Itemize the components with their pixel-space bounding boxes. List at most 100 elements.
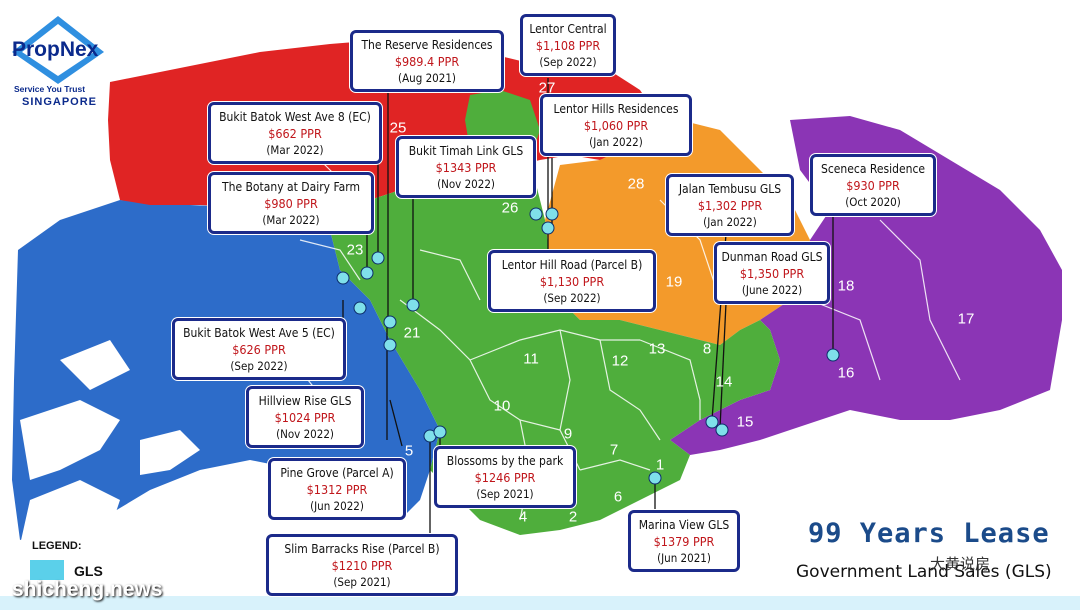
callout-lentor-hill-road[interactable]: Lentor Hill Road (Parcel B) $1,130 PPR (… — [488, 250, 656, 312]
callout-date: (Sep 2021) — [333, 575, 391, 589]
district-label: 25 — [389, 119, 407, 137]
callout-price: $1,302 PPR — [697, 198, 763, 213]
callout-reserve-residences[interactable]: The Reserve Residences $989.4 PPR (Aug 2… — [350, 30, 504, 92]
gls-pin[interactable] — [371, 251, 385, 265]
callout-price: $980 PPR — [264, 196, 318, 211]
gls-pin[interactable] — [545, 207, 559, 221]
gls-pin[interactable] — [336, 271, 350, 285]
gls-pin[interactable] — [529, 207, 543, 221]
district-label: 11 — [523, 350, 539, 368]
callout-sceneca-residence[interactable]: Sceneca Residence $930 PPR (Oct 2020) — [810, 154, 936, 216]
callout-name: Marina View GLS — [638, 518, 730, 532]
callout-price: $1379 PPR — [653, 534, 715, 549]
gls-pin[interactable] — [406, 298, 420, 312]
gls-pin[interactable] — [705, 415, 719, 429]
district-label: 6 — [613, 488, 623, 506]
callout-name: Bukit Batok West Ave 8 (EC) — [219, 110, 371, 124]
callout-name: Sceneca Residence — [820, 162, 926, 176]
legend-item-gls: GLS — [74, 563, 103, 579]
callout-date: (Jan 2022) — [703, 215, 757, 229]
district-label: 19 — [665, 273, 683, 291]
district-label: 14 — [715, 373, 733, 391]
legend-title: LEGEND: — [32, 540, 82, 552]
callout-price: $1,350 PPR — [739, 266, 805, 281]
callout-date: (Oct 2020) — [845, 195, 901, 209]
gls-pin[interactable] — [360, 266, 374, 280]
callout-price: $1246 PPR — [474, 470, 536, 485]
logo-country: SINGAPORE — [22, 96, 98, 108]
callout-bukit-batok-ave8[interactable]: Bukit Batok West Ave 8 (EC) $662 PPR (Ma… — [208, 102, 382, 164]
callout-price: $1312 PPR — [306, 482, 368, 497]
callout-name: Dunman Road GLS — [721, 250, 823, 264]
callout-price: $1024 PPR — [274, 410, 336, 425]
callout-jalan-tembusu[interactable]: Jalan Tembusu GLS $1,302 PPR (Jan 2022) — [666, 174, 794, 236]
callout-date: (Aug 2021) — [398, 71, 456, 85]
callout-price: $1,108 PPR — [535, 38, 601, 53]
callout-lentor-central[interactable]: Lentor Central $1,108 PPR (Sep 2022) — [520, 14, 616, 76]
callout-date: (Sep 2022) — [543, 291, 601, 305]
callout-lentor-hills[interactable]: Lentor Hills Residences $1,060 PPR (Jan … — [540, 94, 692, 156]
legend-swatch — [30, 560, 64, 580]
gls-pin[interactable] — [383, 338, 397, 352]
callout-price: $1210 PPR — [331, 558, 393, 573]
callout-price: $930 PPR — [846, 178, 900, 193]
callout-price: $1,130 PPR — [539, 274, 605, 289]
gls-pin[interactable] — [383, 315, 397, 329]
east-region — [670, 116, 1062, 455]
gls-pin[interactable] — [541, 221, 555, 235]
callout-date: (Mar 2022) — [266, 143, 324, 157]
district-label: 1 — [655, 456, 665, 474]
gls-pin[interactable] — [648, 471, 662, 485]
callout-price: $1,060 PPR — [583, 118, 649, 133]
callout-price: $662 PPR — [268, 126, 322, 141]
district-label: 16 — [837, 364, 855, 382]
logo-tagline: Service You Trust — [14, 84, 86, 94]
logo-name: PropNex — [12, 38, 99, 61]
callout-name: Lentor Central — [529, 22, 607, 36]
callout-date: (Jun 2021) — [657, 551, 711, 565]
callout-bukit-batok-ave5[interactable]: Bukit Batok West Ave 5 (EC) $626 PPR (Se… — [172, 318, 346, 380]
callout-name: Lentor Hills Residences — [553, 102, 679, 116]
callout-name: Bukit Batok West Ave 5 (EC) — [183, 326, 335, 340]
callout-name: Pine Grove (Parcel A) — [280, 466, 394, 480]
callout-bukit-timah-link[interactable]: Bukit Timah Link GLS $1343 PPR (Nov 2022… — [396, 136, 536, 198]
callout-date: (Sep 2021) — [476, 487, 534, 501]
callout-date: (Sep 2022) — [230, 359, 288, 373]
callout-date: (Nov 2022) — [276, 427, 334, 441]
callout-blossoms-by-the-park[interactable]: Blossoms by the park $1246 PPR (Sep 2021… — [434, 446, 576, 508]
central-region — [330, 90, 780, 535]
callout-name: Blossoms by the park — [446, 454, 564, 468]
callout-hillview-rise[interactable]: Hillview Rise GLS $1024 PPR (Nov 2022) — [246, 386, 364, 448]
callout-date: (Mar 2022) — [262, 213, 320, 227]
callout-price: $989.4 PPR — [394, 54, 460, 69]
gls-subtitle: Government Land Sales (GLS) — [796, 562, 1052, 582]
logo-diamond-icon — [12, 16, 104, 84]
gls-pin[interactable] — [433, 425, 447, 439]
district-label: 7 — [609, 441, 619, 459]
district-label: 8 — [702, 340, 712, 358]
callout-date: (Jun 2022) — [310, 499, 364, 513]
district-label: 26 — [501, 199, 519, 217]
district-label: 21 — [403, 324, 421, 342]
district-label: 9 — [563, 425, 573, 443]
gls-pin[interactable] — [715, 423, 729, 437]
callout-slim-barracks-rise[interactable]: Slim Barracks Rise (Parcel B) $1210 PPR … — [266, 534, 458, 596]
callout-pine-grove[interactable]: Pine Grove (Parcel A) $1312 PPR (Jun 202… — [268, 458, 406, 520]
callout-botany-dairy-farm[interactable]: The Botany at Dairy Farm $980 PPR (Mar 2… — [208, 172, 374, 234]
callout-dunman-road[interactable]: Dunman Road GLS $1,350 PPR (June 2022) — [714, 242, 830, 304]
callout-price: $1343 PPR — [435, 160, 497, 175]
district-label: 27 — [538, 79, 556, 97]
district-label: 23 — [346, 241, 364, 259]
district-label: 18 — [837, 277, 855, 295]
district-label: 2 — [568, 508, 578, 526]
district-label: 12 — [611, 352, 629, 370]
callout-marina-view[interactable]: Marina View GLS $1379 PPR (Jun 2021) — [628, 510, 740, 572]
callout-price: $626 PPR — [232, 342, 286, 357]
gls-pin[interactable] — [826, 348, 840, 362]
callout-name: Slim Barracks Rise (Parcel B) — [284, 542, 440, 556]
site-watermark: shicheng.news — [12, 578, 163, 601]
callout-name: The Botany at Dairy Farm — [222, 180, 360, 194]
callout-date: (Nov 2022) — [437, 177, 495, 191]
gls-pin[interactable] — [353, 301, 367, 315]
callout-name: The Reserve Residences — [361, 38, 493, 52]
